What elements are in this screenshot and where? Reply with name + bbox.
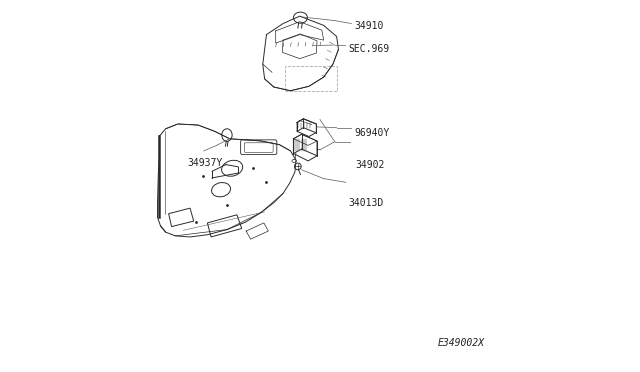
Bar (285, 65, 337, 91)
Text: 34937Y: 34937Y (187, 158, 222, 168)
Text: E349002X: E349002X (438, 338, 485, 348)
Text: 34013D: 34013D (349, 198, 384, 208)
Text: SEC.969: SEC.969 (348, 44, 390, 54)
Text: 34910: 34910 (354, 22, 383, 32)
Text: 34902: 34902 (356, 160, 385, 170)
Text: 96940Y: 96940Y (354, 128, 389, 138)
